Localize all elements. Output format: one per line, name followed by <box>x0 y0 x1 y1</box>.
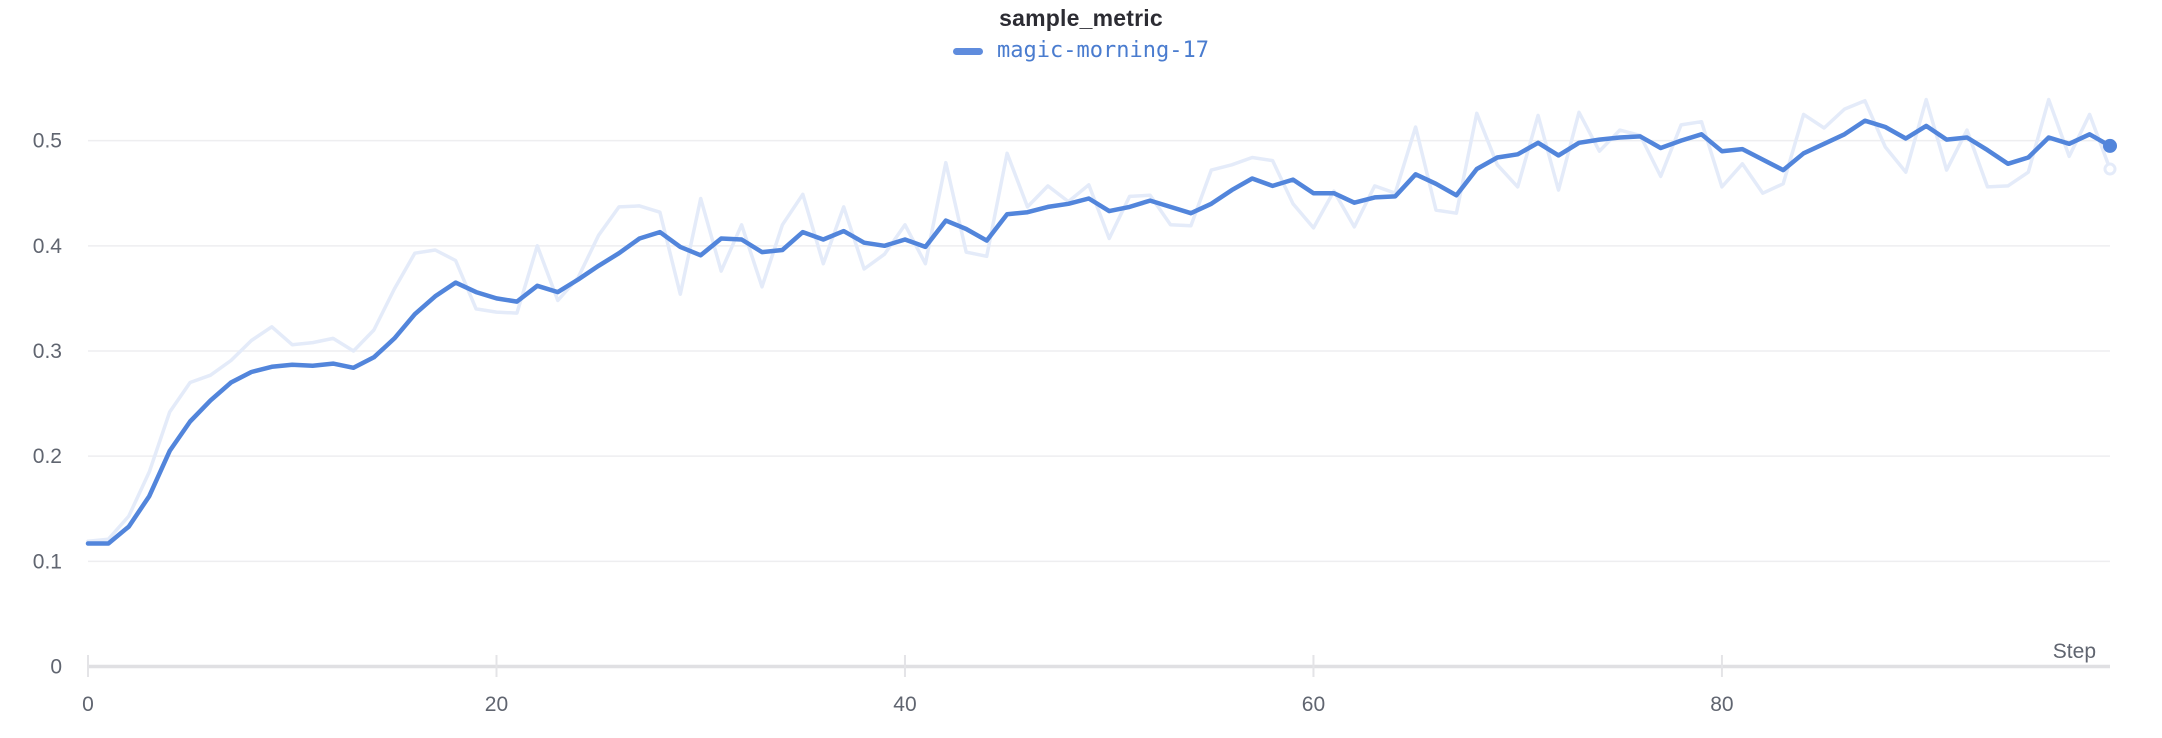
x-tick-label: 40 <box>893 693 916 716</box>
series-end-dot-hollow <box>2103 162 2117 176</box>
x-tick-label: 80 <box>1710 693 1733 716</box>
x-tick-label: 60 <box>1302 693 1325 716</box>
y-tick-label: 0.4 <box>33 235 63 258</box>
series-line-raw-faded[interactable] <box>86 97 2112 544</box>
series-line-smoothed[interactable] <box>85 118 2113 546</box>
legend-line-swatch <box>953 47 984 55</box>
y-tick-label: 0.5 <box>33 130 62 153</box>
series-end-dot <box>2103 138 2117 153</box>
y-tick-label: 0 <box>50 656 62 679</box>
x-axis-title: Step <box>2053 640 2096 663</box>
x-tick-label: 0 <box>82 693 94 716</box>
legend: magic-morning-17 <box>0 38 2162 64</box>
y-tick-label: 0.2 <box>33 445 62 468</box>
y-tick-label: 0.1 <box>33 550 62 573</box>
y-tick-label: 0.3 <box>33 340 62 363</box>
legend-run-label[interactable]: magic-morning-17 <box>997 38 1209 63</box>
x-tick-label: 20 <box>485 693 508 716</box>
